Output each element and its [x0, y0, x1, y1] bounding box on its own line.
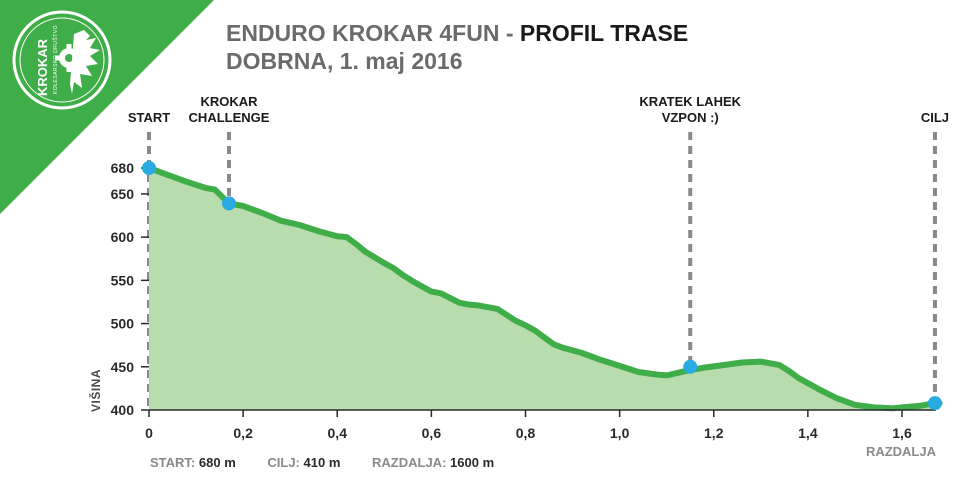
- x-tick-label: 1,6: [892, 425, 912, 441]
- elevation-area: [149, 168, 940, 410]
- x-tick-label: 1,4: [798, 425, 818, 441]
- y-tick-label: 680: [111, 160, 135, 176]
- logo-subtitle: KOLESARSKO DRUŠTVO: [52, 25, 59, 94]
- crow-icon: [70, 30, 100, 94]
- y-axis-ticks: 400 450 500 550 600 650 680: [111, 160, 149, 418]
- y-tick-label: 650: [111, 186, 135, 202]
- x-tick-label: 0: [145, 425, 153, 441]
- x-tick-label: 0,4: [328, 425, 348, 441]
- x-tick-label: 1,0: [610, 425, 630, 441]
- stat-finish-value: 410 m: [303, 455, 341, 470]
- stat-distance-label: RAZDALJA:: [372, 455, 447, 470]
- y-tick-label: 550: [111, 272, 135, 288]
- marker-label: CHALLENGE: [189, 110, 270, 125]
- marker-dots: [142, 161, 942, 411]
- y-axis-label: VIŠINA: [88, 369, 103, 412]
- x-tick-label: 0,8: [516, 425, 536, 441]
- y-tick-label: 500: [111, 316, 135, 332]
- stat-start-label: START:: [150, 455, 196, 470]
- y-tick-label: 400: [111, 402, 135, 418]
- chart-subtitle: DOBRNA, 1. maj 2016: [226, 48, 463, 74]
- x-tick-label: 0,6: [422, 425, 442, 441]
- logo-name: KROKAR: [35, 38, 50, 96]
- logo-ring: [12, 10, 112, 110]
- stat-distance: RAZDALJA: 1600 m: [372, 455, 494, 470]
- x-axis-ticks: 0 0,2 0,4 0,6 0,8 1,0 1,2 1,4 1,6: [145, 410, 912, 441]
- stat-start: START: 680 m: [150, 455, 236, 470]
- marker-dot: [222, 196, 237, 211]
- marker-label: CILJ: [921, 110, 949, 125]
- elevation-line: [146, 165, 943, 412]
- x-tick-label: 0,2: [233, 425, 253, 441]
- marker-label: KRATEK LAHEK: [639, 94, 741, 109]
- marker-label: START: [128, 110, 170, 125]
- stat-finish-label: CILJ:: [267, 455, 300, 470]
- marker-label: KROKAR: [200, 94, 258, 109]
- title-profile: PROFIL TRASE: [519, 20, 689, 46]
- title-separator: -: [499, 20, 520, 46]
- y-tick-label: 450: [111, 359, 135, 375]
- marker-dot: [683, 359, 698, 374]
- route-stats: START: 680 m CILJ: 410 m RAZDALJA: 1600 …: [150, 455, 522, 470]
- stat-start-value: 680 m: [198, 455, 236, 470]
- x-axis-label: RAZDALJA: [866, 444, 937, 459]
- marker-dot: [927, 396, 942, 411]
- marker-dot: [142, 161, 156, 175]
- title-event: ENDURO KROKAR 4FUN: [226, 20, 500, 46]
- logo-corner: KROKAR KOLESARSKO DRUŠTVO: [0, 0, 214, 214]
- x-tick-label: 1,2: [704, 425, 724, 441]
- chart-title: ENDURO KROKAR 4FUN - PROFIL TRASE: [226, 20, 688, 47]
- stat-finish: CILJ: 410 m: [267, 455, 340, 470]
- stat-distance-value: 1600 m: [450, 455, 495, 470]
- marker-label: VZPON :): [662, 110, 719, 125]
- y-tick-label: 600: [111, 229, 135, 245]
